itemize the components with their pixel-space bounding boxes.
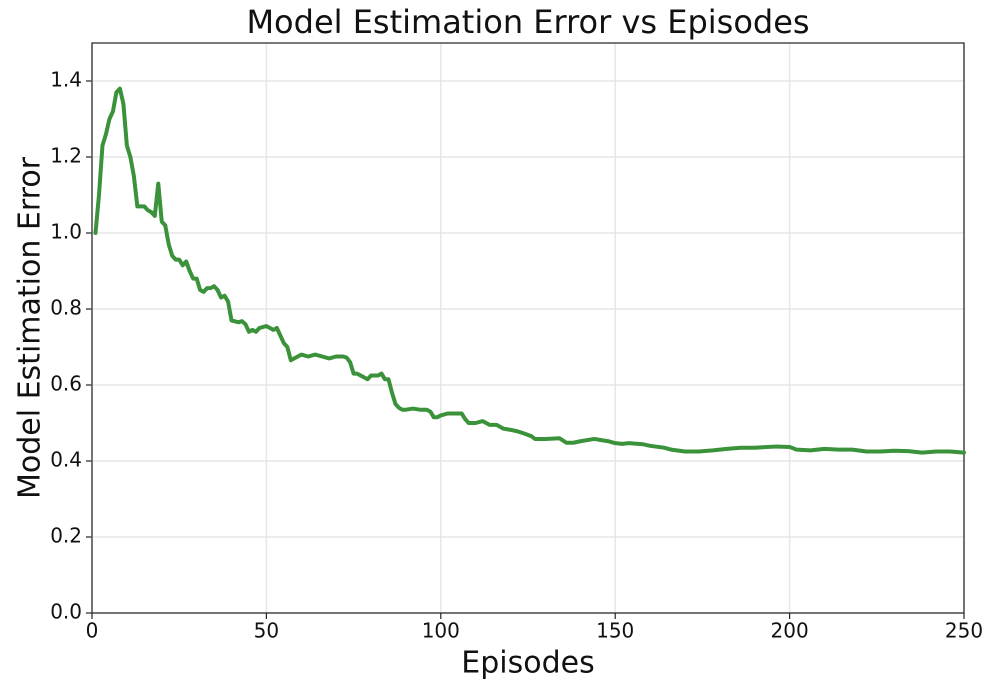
plot-frame [91, 42, 965, 614]
y-tick-label: 1.0 [50, 220, 82, 244]
y-tick-label: 0.8 [50, 296, 82, 320]
y-tick-label: 1.2 [50, 144, 82, 168]
x-tick-label: 250 [945, 619, 983, 643]
x-axis-label: Episodes [461, 646, 594, 681]
y-tick-label: 0.4 [50, 448, 82, 472]
x-tick-label: 50 [254, 619, 279, 643]
y-tick-label: 0.0 [50, 600, 82, 624]
data-line [93, 86, 966, 455]
chart-title: Model Estimation Error vs Episodes [246, 3, 809, 41]
x-tick-label: 150 [596, 619, 634, 643]
y-tick-label: 1.4 [50, 68, 82, 92]
x-tick-label: 0 [86, 619, 99, 643]
y-tick-label: 0.2 [50, 524, 82, 548]
x-tick-label: 100 [422, 619, 460, 643]
x-tick-label: 200 [771, 619, 809, 643]
y-tick-label: 0.6 [50, 372, 82, 396]
y-axis-label: Model Estimation Error [13, 156, 48, 499]
